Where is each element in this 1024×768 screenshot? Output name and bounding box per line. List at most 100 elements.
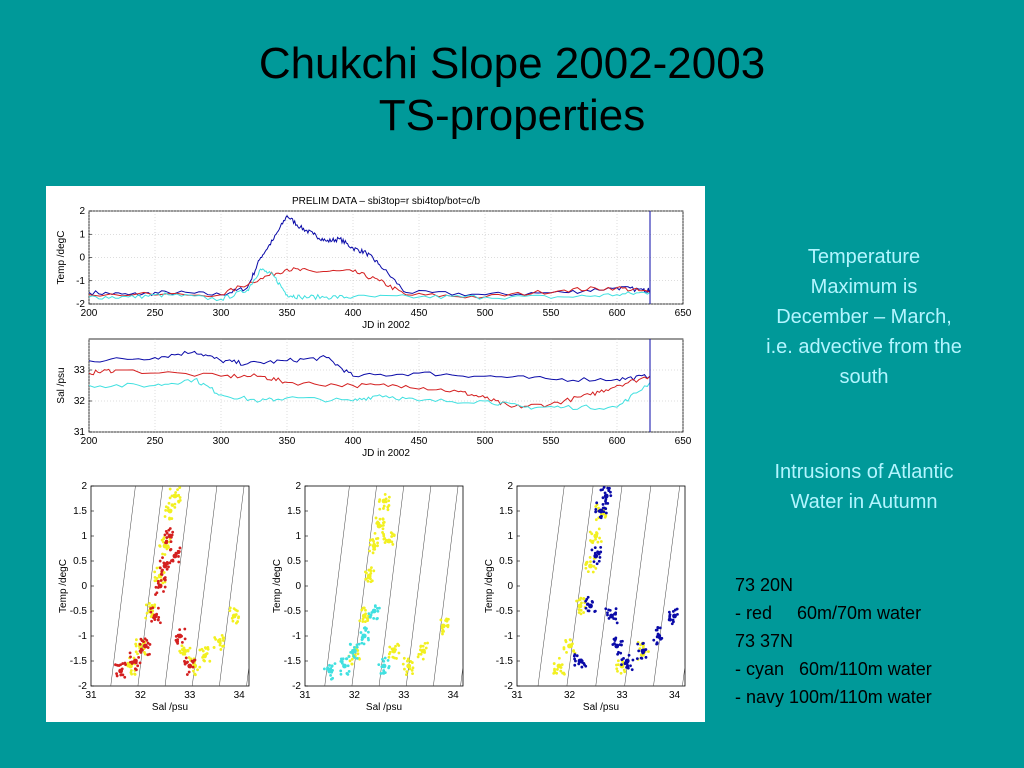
scatter-cloud-point <box>552 671 556 675</box>
scatter-cloud-point <box>626 663 629 667</box>
scatter-cloud-point <box>390 540 394 544</box>
plot-frame <box>516 485 686 687</box>
scatter-cloud-point <box>582 611 585 614</box>
slide-title-line2: TS-properties <box>378 91 646 140</box>
x-tick-label: 500 <box>477 308 494 319</box>
scatter-cloud-point <box>218 637 222 641</box>
y-tick-label: -1.5 <box>496 656 514 667</box>
scatter-cloud-point <box>178 486 182 490</box>
scatter-cloud-point <box>157 606 160 610</box>
scatter-cloud-point <box>589 603 593 607</box>
scatter-cloud-point <box>173 505 177 509</box>
scatter-cloud-point <box>577 598 581 602</box>
scatter-cloud-point <box>380 665 384 669</box>
scatter-cloud-point <box>368 539 372 542</box>
scatter-cloud-point <box>138 649 142 653</box>
scatter-cloud-point <box>371 551 375 555</box>
scatter-cloud-point <box>358 619 362 623</box>
scatter-cloud-point <box>138 661 142 665</box>
scatter-cloud-point <box>594 537 597 541</box>
plot-area <box>89 211 651 304</box>
scatter-cloud-point <box>584 563 588 566</box>
scatter-cloud-point <box>613 642 616 645</box>
scatter-cloud-point <box>169 540 173 544</box>
scatter-cloud-point <box>367 638 370 642</box>
chart-panel-2: 200 250 300 350 400 450 500 550 600 650 31 32 33 JD i… <box>56 338 692 459</box>
scatter-cloud-point <box>671 618 675 622</box>
scatter-cloud-point <box>364 608 367 612</box>
y-tick-label: 1 <box>507 531 513 542</box>
scatter-cloud-point <box>372 539 375 543</box>
scatter-cloud-point <box>607 617 611 620</box>
scatter-cloud-point <box>148 601 151 605</box>
scatter-cloud-point <box>572 649 575 653</box>
scatter-cloud-point <box>588 555 592 559</box>
scatter-cloud-point <box>559 669 563 673</box>
x-tick-label: 400 <box>345 436 362 447</box>
scatter-cloud-point <box>146 641 150 645</box>
scatter-cloud-point <box>426 641 429 645</box>
scatter-cloud-point <box>387 499 391 503</box>
note-line: December – March, <box>776 306 952 328</box>
y-tick-label: -0.5 <box>496 606 514 617</box>
scatter-point-cyan <box>342 663 347 669</box>
x-tick-label: 34 <box>669 690 681 701</box>
x-tick-label: 33 <box>398 690 410 701</box>
scatter-cloud-point <box>619 671 623 675</box>
scatter-cloud-point <box>387 666 391 670</box>
scatter-cloud-point <box>154 579 158 583</box>
scatter-cloud-point <box>417 652 421 656</box>
scatter-cloud-point <box>175 552 179 555</box>
scatter-cloud-point <box>366 630 370 634</box>
scatter-cloud-point <box>602 510 606 514</box>
scatter-cloud-point <box>390 647 394 651</box>
scatter-cloud-point <box>176 494 179 498</box>
scatter-cloud-point <box>565 650 568 654</box>
y-tick-label: 1 <box>295 531 301 542</box>
scatter-cloud-point <box>595 532 599 535</box>
chart-panel-4: 31 32 33 34 -2 -1.5 -1 -0.5 0 0.5 1 1.5 2 Sal /psu Tem… <box>272 481 464 713</box>
y-tick-label: 0 <box>79 253 85 264</box>
chart-panel-3: 31 32 33 34 -2 -1.5 -1 -0.5 0 0.5 1 1.5 2 Sal /psu Tem… <box>58 481 250 713</box>
scatter-cloud-point <box>168 496 172 500</box>
plot-area <box>322 486 463 686</box>
scatter-cloud-point <box>136 664 140 668</box>
scatter-cloud-point <box>572 654 576 658</box>
scatter-cloud-point <box>355 645 359 649</box>
scatter-cloud-point <box>594 518 598 522</box>
scatter-cloud-point <box>596 551 600 555</box>
plot-area <box>89 339 651 432</box>
scatter-cloud-point <box>552 662 556 665</box>
scatter-cloud-point <box>360 608 364 612</box>
scatter-cloud-point <box>158 566 162 570</box>
scatter-cloud-point <box>419 652 423 656</box>
scatter-cloud-point <box>676 612 679 616</box>
y-tick-label: 2 <box>79 206 85 217</box>
scatter-cloud-point <box>153 603 157 607</box>
scatter-cloud-point <box>220 633 224 637</box>
density-isoline <box>110 486 136 686</box>
density-isoline <box>566 486 594 686</box>
scatter-cloud-point <box>574 659 577 663</box>
scatter-cloud-point <box>388 645 392 649</box>
scatter-cloud-point <box>396 642 400 646</box>
scatter-cloud-point <box>593 551 597 555</box>
scatter-cloud-point <box>593 610 597 613</box>
density-isoline <box>405 486 432 686</box>
scatter-cloud-point <box>218 643 222 647</box>
scatter-cloud-point <box>386 508 390 512</box>
scatter-cloud-point <box>368 549 371 553</box>
scatter-cloud-point <box>164 529 168 533</box>
scatter-cloud-point <box>608 608 612 612</box>
scatter-cloud-point <box>616 669 619 673</box>
scatter-cloud-point <box>346 664 350 668</box>
scatter-cloud-point <box>387 495 391 499</box>
x-tick-label: 33 <box>616 690 628 701</box>
scatter-cloud-point <box>623 670 627 674</box>
scatter-cloud-point <box>656 626 660 630</box>
scatter-cloud-point <box>375 521 379 525</box>
scatter-cloud-point <box>149 607 153 610</box>
scatter-cloud-point <box>356 649 360 652</box>
scatter-cloud-point <box>143 652 147 656</box>
x-tick-label: 250 <box>147 436 164 447</box>
